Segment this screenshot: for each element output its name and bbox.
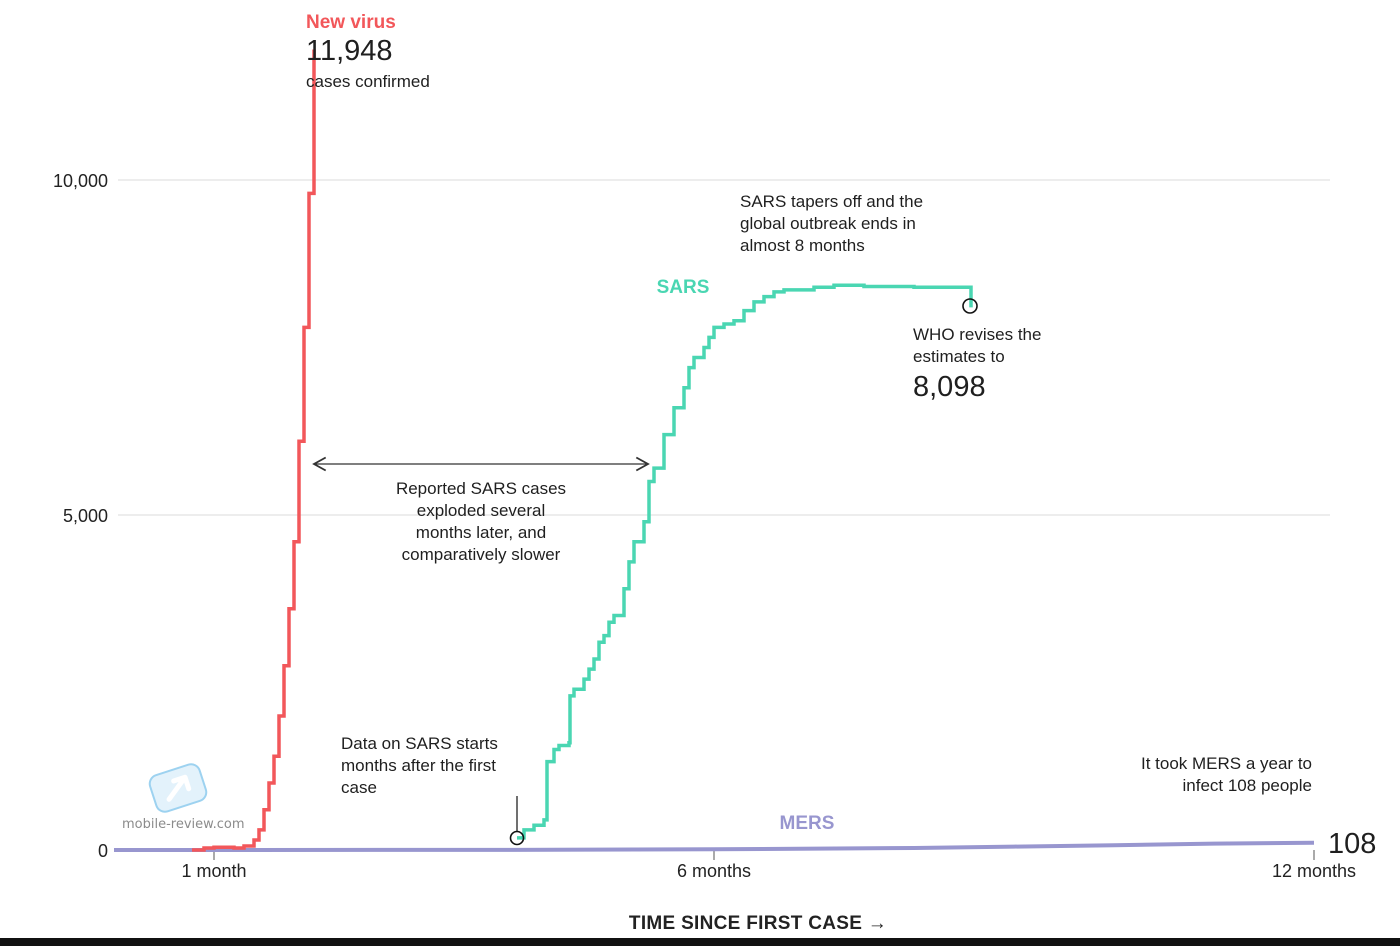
x-tick-label-6-months: 6 months bbox=[677, 861, 751, 881]
who-revises-line-1: WHO revises the bbox=[913, 325, 1041, 344]
new-virus-sub: cases confirmed bbox=[306, 72, 430, 91]
who-revises-line-2: estimates to bbox=[913, 347, 1005, 366]
mers-took-line-2: infect 108 people bbox=[1183, 776, 1313, 795]
sars-tapers-line-2: global outbreak ends in bbox=[740, 214, 916, 233]
watermark-text: mobile-review.com bbox=[122, 817, 244, 832]
x-axis: 1 month 6 months 12 months TIME SINCE FI… bbox=[181, 850, 1356, 934]
reported-sars-line-3: months later, and bbox=[416, 523, 546, 542]
reported-sars-line-1: Reported SARS cases bbox=[396, 479, 566, 498]
y-tick-label-10000: 10,000 bbox=[53, 171, 108, 191]
y-tick-label-0: 0 bbox=[98, 841, 108, 861]
gridlines bbox=[118, 179, 1330, 516]
sars-tapers-line-3: almost 8 months bbox=[740, 236, 865, 255]
watermark-logo-icon bbox=[148, 763, 208, 813]
x-tick-label-1-month: 1 month bbox=[181, 861, 246, 881]
x-tick-label-12-months: 12 months bbox=[1272, 861, 1356, 881]
y-tick-label-5000: 5,000 bbox=[63, 506, 108, 526]
series-labels: New virus 11,948 cases confirmed SARS ME… bbox=[306, 12, 1376, 860]
mers-took-line-1: It took MERS a year to bbox=[1141, 754, 1312, 773]
data-on-sars-line-3: case bbox=[341, 778, 377, 797]
data-on-sars-line-1: Data on SARS starts bbox=[341, 734, 498, 753]
series-lines bbox=[113, 49, 1315, 852]
sars-start-marker bbox=[509, 830, 525, 846]
watermark: mobile-review.com bbox=[122, 763, 244, 832]
series-line-mers bbox=[113, 840, 1315, 852]
series-line-sars bbox=[517, 283, 973, 840]
x-axis-title: TIME SINCE FIRST CASE → bbox=[629, 913, 887, 934]
new-virus-value: 11,948 bbox=[306, 35, 393, 67]
reported-sars-line-2: exploded several bbox=[417, 501, 546, 520]
mers-label: MERS bbox=[780, 813, 835, 834]
annotation-markers bbox=[312, 298, 978, 846]
sars-tapers-line-1: SARS tapers off and the bbox=[740, 192, 923, 211]
reported-sars-line-4: comparatively slower bbox=[402, 545, 561, 564]
mers-end-value: 108 bbox=[1328, 828, 1376, 860]
annotations: SARS tapers off and the global outbreak … bbox=[341, 192, 1312, 797]
new-virus-label: New virus bbox=[306, 12, 396, 33]
who-revision-marker bbox=[962, 298, 978, 314]
who-value: 8,098 bbox=[913, 371, 986, 403]
sars-label: SARS bbox=[657, 277, 710, 298]
bottom-border bbox=[0, 938, 1400, 946]
y-axis-tick-labels: 10,000 5,000 0 bbox=[53, 171, 108, 861]
series-line-new-virus bbox=[192, 49, 316, 852]
data-on-sars-line-2: months after the first bbox=[341, 756, 496, 775]
